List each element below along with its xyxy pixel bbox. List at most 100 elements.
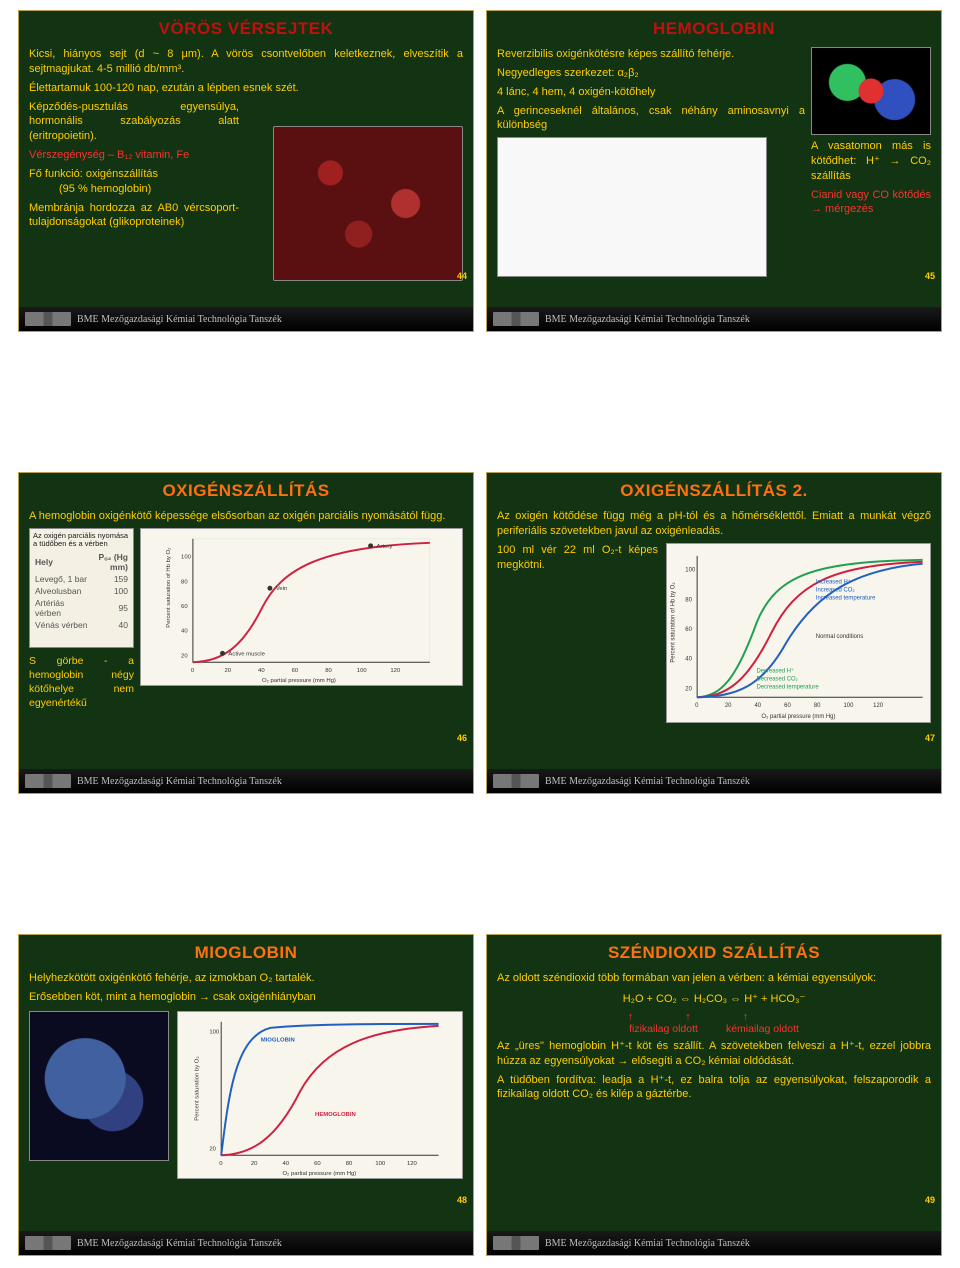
slide-footer: BME Mezőgazdasági Kémiai Technológia Tan… (19, 1231, 473, 1255)
text: Az „üres" hemoglobin H⁺-t köt és szállít… (497, 1039, 931, 1069)
svg-text:60: 60 (292, 668, 299, 674)
slide-title: OXIGÉNSZÁLLÍTÁS 2. (497, 481, 931, 501)
hemoglobin-3d-image (811, 47, 931, 135)
text: Az oldott széndioxid több formában van j… (497, 971, 931, 986)
text: Vérszegénység – B₁₂ vitamin, Fe (29, 148, 239, 163)
svg-text:Vein: Vein (276, 586, 288, 592)
footer-text: BME Mezőgazdasági Kémiai Technológia Tan… (77, 314, 282, 325)
svg-text:40: 40 (258, 668, 265, 674)
po2-table-image: Az oxigén parciális nyomása a tüdőben és… (29, 528, 134, 648)
label-chemical: kémiailag oldott (726, 1023, 799, 1035)
slide-number: 46 (457, 733, 467, 743)
svg-text:MIOGLOBIN: MIOGLOBIN (261, 1037, 295, 1043)
slide-44: VÖRÖS VÉRSEJTEK Kicsi, hiányos sejt (d ~… (18, 10, 474, 332)
svg-text:120: 120 (390, 668, 401, 674)
svg-text:20: 20 (224, 668, 231, 674)
svg-text:Decreased H⁺: Decreased H⁺ (756, 667, 794, 674)
svg-text:80: 80 (325, 668, 332, 674)
ph-temp-chart: Increased H⁺ Increased CO₂ Increased tem… (666, 543, 931, 723)
text: (95 % hemoglobin) (29, 182, 239, 197)
text: Negyedleges szerkezet: α₂β₂ (497, 66, 805, 81)
svg-text:20: 20 (251, 1161, 258, 1167)
footer-text: BME Mezőgazdasági Kémiai Technológia Tan… (545, 1238, 750, 1249)
svg-text:Active muscle: Active muscle (228, 651, 265, 657)
svg-text:100: 100 (209, 1029, 220, 1035)
slide-48: MIOGLOBIN Helyhezkötött oxigénkötő fehér… (18, 934, 474, 1256)
text: Membránja hordozza az AB0 vércsoport-tul… (29, 201, 239, 231)
svg-text:Normal conditions: Normal conditions (816, 634, 863, 640)
labels: fizikailag oldott kémiailag oldott (497, 1023, 931, 1035)
svg-text:Increased H⁺: Increased H⁺ (816, 578, 851, 585)
svg-text:80: 80 (181, 579, 188, 585)
text: Képződés-pusztulás egyensúlya, hormonáli… (29, 100, 239, 145)
text: Erősebben köt, mint a hemoglobin → csak … (29, 990, 463, 1005)
text: S görbe - a hemoglobin négy kötőhelye ne… (29, 654, 134, 711)
saturation-chart: Active muscle Vein Artery 10080 6040 20 … (140, 528, 463, 686)
svg-text:40: 40 (282, 1161, 289, 1167)
svg-text:HEMOGLOBIN: HEMOGLOBIN (315, 1111, 356, 1117)
svg-text:20: 20 (685, 686, 692, 692)
svg-text:80: 80 (685, 597, 692, 603)
svg-text:O₂ partial pressure (mm Hg): O₂ partial pressure (mm Hg) (282, 1171, 356, 1177)
svg-text:80: 80 (346, 1161, 353, 1167)
text: 100 ml vér 22 ml O₂-t képes megkötni. (497, 543, 658, 573)
slide-number: 45 (925, 271, 935, 281)
text: Kicsi, hiányos sejt (d ~ 8 μm). A vörös … (29, 47, 463, 77)
footer-logo (25, 312, 71, 326)
svg-text:60: 60 (181, 604, 188, 610)
slide-grid: VÖRÖS VÉRSEJTEK Kicsi, hiányos sejt (d ~… (0, 10, 960, 1256)
rbc-image (273, 126, 463, 281)
text: Fő funkció: oxigénszállítás (29, 167, 239, 182)
slide-number: 49 (925, 1195, 935, 1205)
footer-logo (25, 774, 71, 788)
svg-text:60: 60 (784, 703, 791, 709)
text: A gerinceseknél általános, csak néhány a… (497, 104, 805, 134)
slide-title: SZÉNDIOXID SZÁLLÍTÁS (497, 943, 931, 963)
footer-text: BME Mezőgazdasági Kémiai Technológia Tan… (545, 776, 750, 787)
arrows: ↑↑↑ (497, 1011, 931, 1023)
text: A hemoglobin oxigénkötő képessége elsőso… (29, 509, 463, 524)
svg-text:120: 120 (407, 1161, 418, 1167)
svg-text:20: 20 (181, 653, 188, 659)
equation: H₂O + CO₂ ⇔ H₂CO₃ ⇔ H⁺ + HCO₃⁻ (497, 992, 931, 1005)
svg-text:O₂ partial pressure (mm Hg): O₂ partial pressure (mm Hg) (262, 678, 336, 684)
svg-text:60: 60 (314, 1161, 321, 1167)
svg-text:40: 40 (181, 629, 188, 635)
heme-structure-image (497, 137, 767, 277)
footer-text: BME Mezőgazdasági Kémiai Technológia Tan… (545, 314, 750, 325)
footer-logo (25, 1236, 71, 1250)
svg-text:100: 100 (181, 554, 192, 560)
svg-text:Percent saturation of Hb by O₂: Percent saturation of Hb by O₂ (166, 547, 172, 627)
svg-text:0: 0 (191, 668, 195, 674)
slide-number: 44 (457, 271, 467, 281)
svg-text:0: 0 (219, 1161, 223, 1167)
svg-text:100: 100 (685, 567, 696, 573)
svg-text:100: 100 (357, 668, 368, 674)
footer-logo (493, 774, 539, 788)
svg-text:Decreased temperature: Decreased temperature (756, 684, 819, 690)
label-physical: fizikailag oldott (629, 1023, 698, 1035)
text: Reverzibilis oxigénkötésre képes szállít… (497, 47, 805, 62)
text: Az oxigén kötődése függ még a pH-tól és … (497, 509, 931, 539)
svg-text:40: 40 (685, 656, 692, 662)
text: 4 lánc, 4 hem, 4 oxigén-kötőhely (497, 85, 805, 100)
slide-footer: BME Mezőgazdasági Kémiai Technológia Tan… (487, 307, 941, 331)
text: Élettartamuk 100-120 nap, ezután a lépbe… (29, 81, 463, 96)
slide-45: HEMOGLOBIN Reverzibilis oxigénkötésre ké… (486, 10, 942, 332)
svg-text:60: 60 (685, 627, 692, 633)
svg-text:Percent saturation of Hb by O₂: Percent saturation of Hb by O₂ (670, 582, 676, 662)
slide-footer: BME Mezőgazdasági Kémiai Technológia Tan… (19, 307, 473, 331)
slide-title: OXIGÉNSZÁLLÍTÁS (29, 481, 463, 501)
svg-text:100: 100 (375, 1161, 386, 1167)
slide-footer: BME Mezőgazdasági Kémiai Technológia Tan… (19, 769, 473, 793)
text: Helyhezkötött oxigénkötő fehérje, az izm… (29, 971, 463, 986)
slide-footer: BME Mezőgazdasági Kémiai Technológia Tan… (487, 769, 941, 793)
footer-logo (493, 312, 539, 326)
po2-table: HelyPₒ₂ (Hg mm) Levegő, 1 bar159 Alveolu… (33, 551, 130, 631)
svg-text:Percent saturation by O₂: Percent saturation by O₂ (194, 1056, 200, 1120)
svg-text:20: 20 (725, 703, 732, 709)
svg-text:20: 20 (209, 1146, 216, 1152)
text: Cianid vagy CO kötődés → mérgezés (811, 188, 931, 218)
svg-text:100: 100 (843, 703, 854, 709)
slide-49: SZÉNDIOXID SZÁLLÍTÁS Az oldott széndioxi… (486, 934, 942, 1256)
